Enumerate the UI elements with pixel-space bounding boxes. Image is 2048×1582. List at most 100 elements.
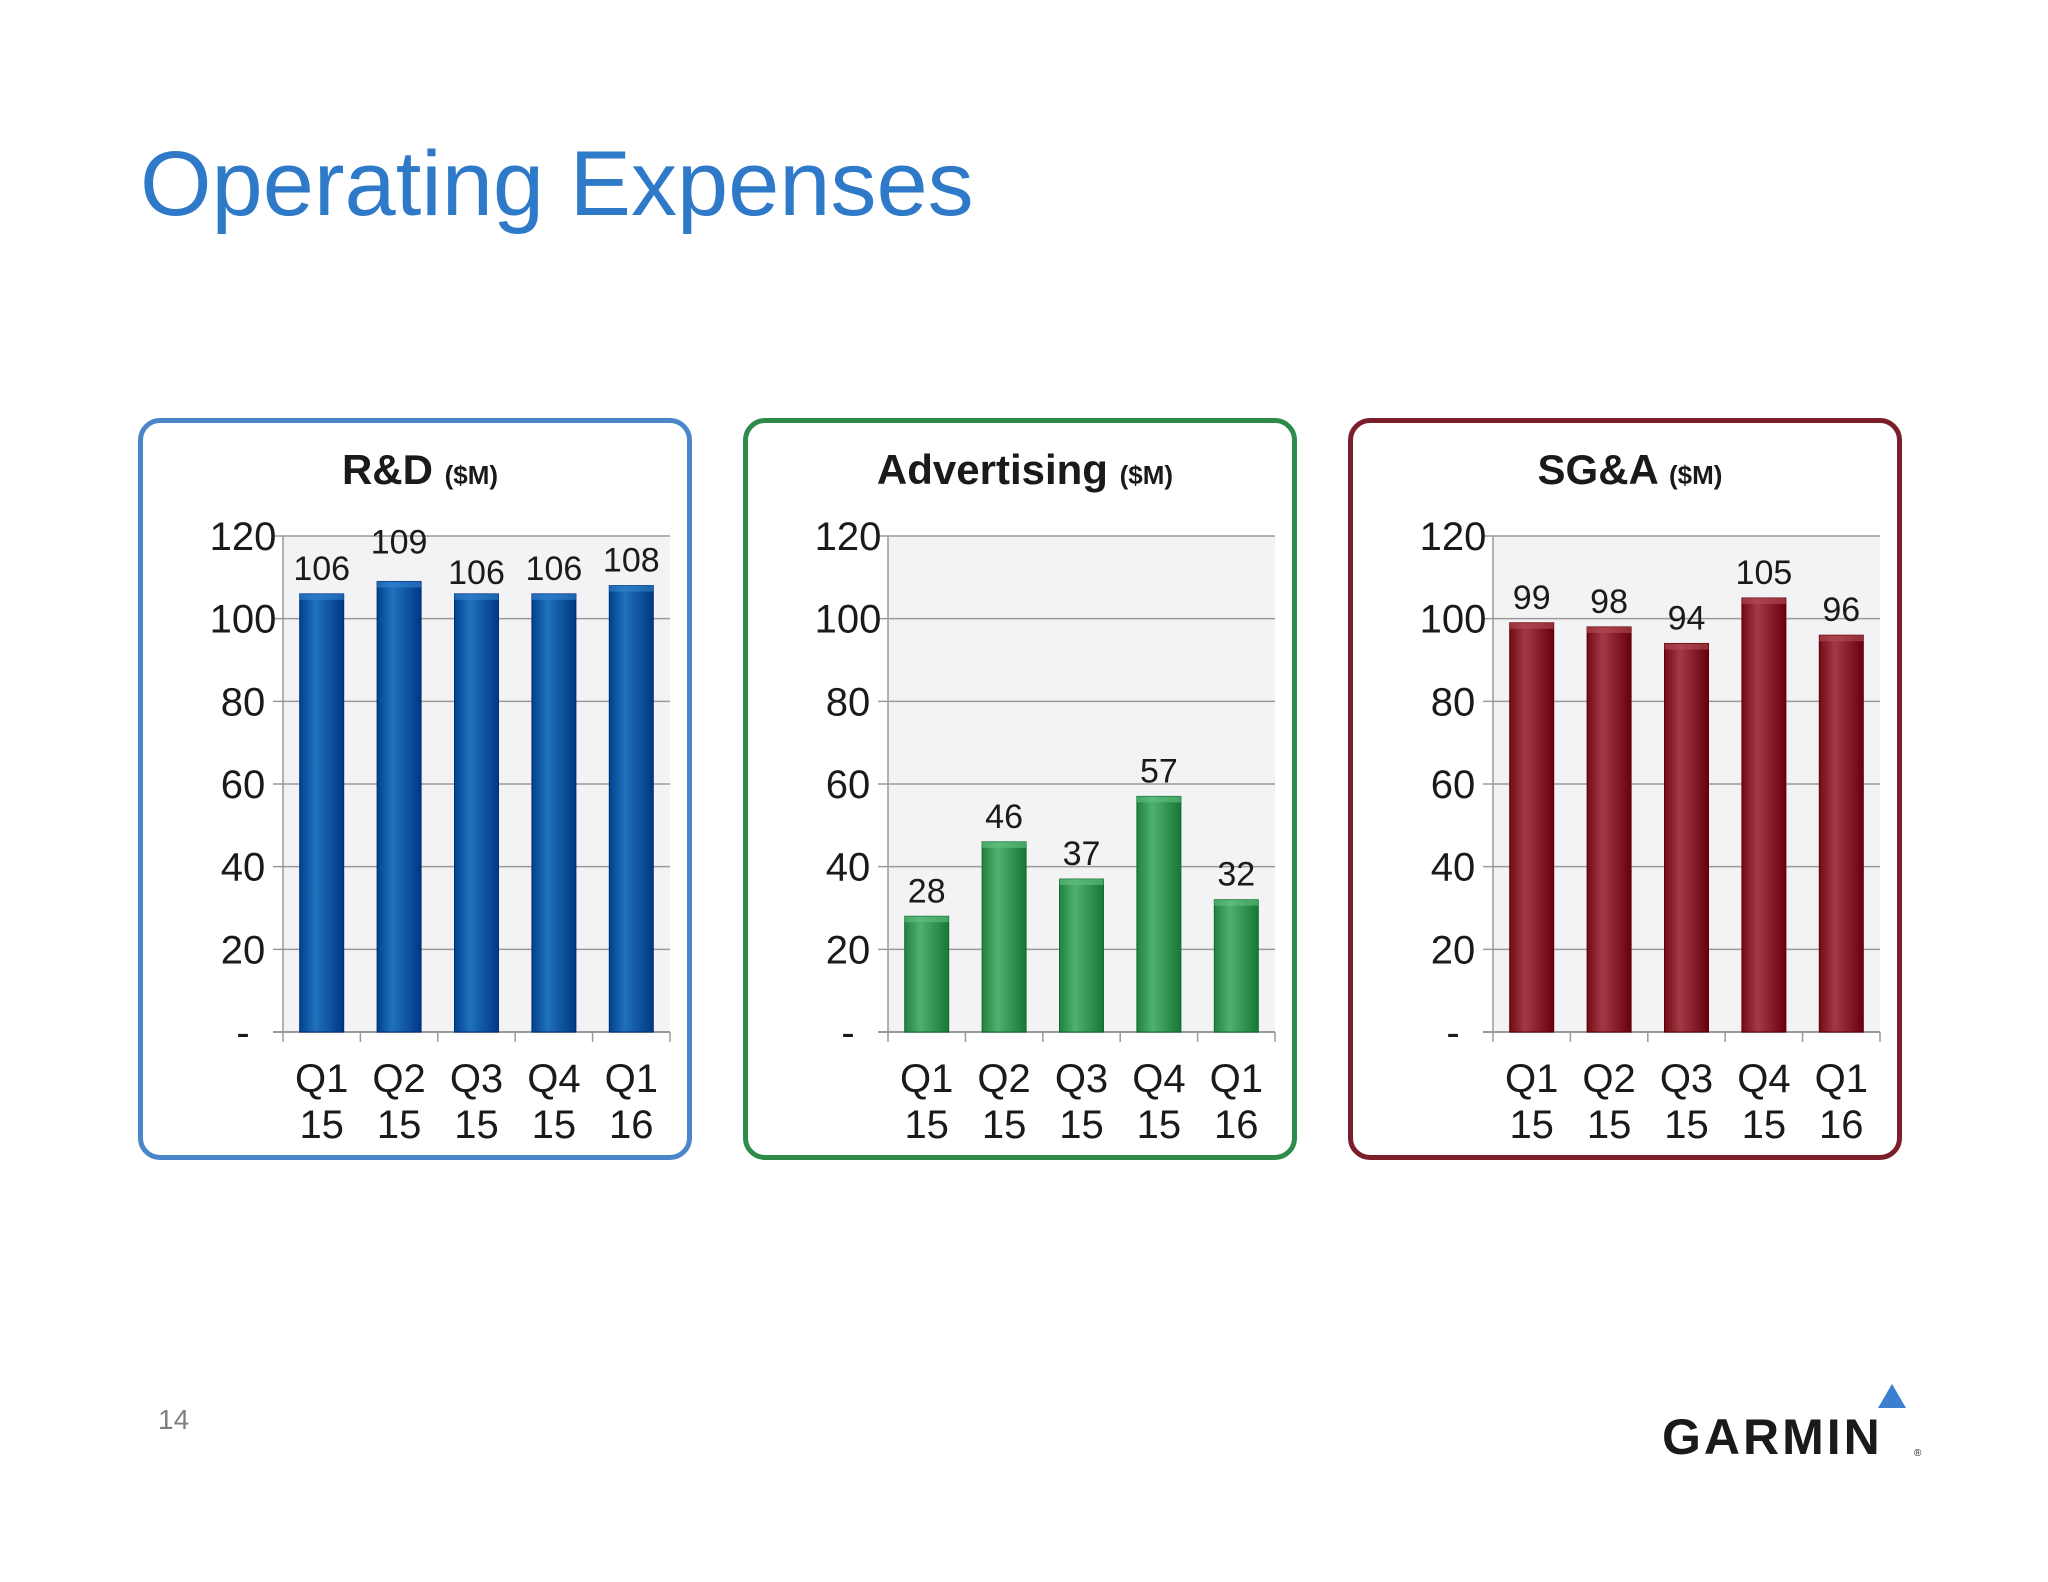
advertising-chart: Advertising ($M)-2040608010012028Q11546Q… (815, 446, 1276, 1147)
rd-x-tick-label: Q1 (295, 1057, 348, 1101)
advertising-x-tick-label: Q4 (1132, 1057, 1185, 1101)
rd-y-tick-label: 20 (221, 928, 266, 972)
logo-text: GARMIN (1662, 1409, 1883, 1465)
rd-chart: R&D ($M)-20406080100120106Q115109Q215106… (210, 446, 671, 1147)
sga-x-tick-label: Q4 (1737, 1057, 1790, 1101)
sga-data-label: 98 (1590, 583, 1628, 621)
sga-bar (1509, 622, 1555, 1033)
advertising-bar-cap (1059, 879, 1104, 886)
rd-data-label: 109 (371, 523, 428, 561)
advertising-bar (904, 915, 950, 1033)
advertising-data-label: 46 (985, 798, 1023, 836)
advertising-chart-panel: Advertising ($M) -20 40 60 80 100 120 28 Q1 15 46 Q… (743, 418, 1297, 1160)
sga-y-tick-label: 120 (1420, 515, 1487, 559)
rd-bar (531, 593, 577, 1033)
sga-data-label: 99 (1513, 579, 1551, 617)
rd-x-tick-label: 16 (609, 1103, 654, 1147)
rd-x-tick-label: Q3 (450, 1057, 503, 1101)
rd-bar-cap (377, 581, 422, 588)
sga-x-tick-label: 15 (1742, 1103, 1787, 1147)
advertising-x-tick-label: 15 (1059, 1103, 1104, 1147)
rd-chart-title: R&D ($M) (342, 446, 498, 493)
advertising-x-tick-label: 16 (1214, 1103, 1259, 1147)
rd-bar (454, 593, 499, 1033)
advertising-bar (981, 841, 1027, 1033)
advertising-x-tick-label: Q1 (900, 1057, 953, 1101)
sga-bar-cap (1587, 626, 1632, 633)
rd-chart-panel: R&D ($M) -20 40 60 80 100 120 106 Q1 15 109 Q2 15 106… (138, 418, 692, 1160)
sga-y-tick-label: 40 (1431, 846, 1476, 890)
advertising-x-tick-label: 15 (1137, 1103, 1182, 1147)
advertising-data-label: 37 (1063, 835, 1101, 873)
sga-x-tick-label: Q3 (1660, 1057, 1713, 1101)
rd-bar-cap (531, 593, 576, 600)
advertising-x-tick-label: 15 (904, 1103, 949, 1147)
sga-data-label: 96 (1822, 591, 1860, 629)
logo-registered-mark: ® (1914, 1448, 1922, 1459)
sga-x-tick-label: 15 (1587, 1103, 1632, 1147)
sga-data-label: 105 (1736, 554, 1793, 592)
advertising-y-tick-label: - (841, 1011, 854, 1055)
advertising-y-tick-label: 40 (826, 846, 871, 890)
sga-bar-cap (1509, 622, 1554, 629)
advertising-y-tick-label: 120 (815, 515, 882, 559)
advertising-data-label: 32 (1217, 856, 1255, 894)
sga-x-tick-label: 15 (1664, 1103, 1709, 1147)
rd-bar-cap (454, 593, 499, 600)
rd-bar (376, 580, 422, 1033)
rd-data-label: 108 (603, 542, 660, 580)
rd-y-tick-label: 40 (221, 846, 266, 890)
sga-x-tick-label: Q2 (1582, 1057, 1635, 1101)
advertising-y-tick-label: 100 (815, 598, 882, 642)
rd-x-tick-label: 15 (454, 1103, 499, 1147)
advertising-y-tick-label: 80 (826, 680, 871, 724)
advertising-bar (1059, 878, 1104, 1033)
sga-chart: SG&A ($M)-2040608010012099Q11598Q21594Q3… (1420, 446, 1881, 1147)
rd-x-tick-label: 15 (532, 1103, 577, 1147)
advertising-y-tick-label: 20 (826, 928, 871, 972)
advertising-x-tick-label: Q3 (1055, 1057, 1108, 1101)
rd-x-tick-label: Q2 (372, 1057, 425, 1101)
sga-x-tick-label: Q1 (1815, 1057, 1868, 1101)
rd-bar-cap (299, 593, 344, 600)
advertising-y-tick-label: 60 (826, 763, 871, 807)
sga-x-tick-label: Q1 (1505, 1057, 1558, 1101)
sga-y-tick-label: - (1446, 1011, 1459, 1055)
advertising-chart-title: Advertising ($M) (877, 446, 1173, 493)
rd-y-tick-label: 80 (221, 680, 266, 724)
sga-data-label: 94 (1668, 599, 1706, 637)
rd-y-tick-label: 120 (210, 515, 277, 559)
rd-x-tick-label: 15 (299, 1103, 344, 1147)
rd-y-tick-label: 100 (210, 598, 277, 642)
rd-bar-cap (609, 585, 654, 592)
rd-bar (608, 585, 654, 1033)
sga-bar-cap (1741, 598, 1786, 604)
advertising-x-tick-label: 15 (982, 1103, 1027, 1147)
sga-chart-panel: SG&A ($M) -20 40 60 80 100 120 99 Q1 15 98 Q2 15 94 Q3… (1348, 418, 1902, 1160)
rd-y-tick-label: - (236, 1011, 249, 1055)
rd-y-tick-label: 60 (221, 763, 266, 807)
sga-bar-cap (1819, 635, 1864, 642)
sga-chart-title: SG&A ($M) (1538, 446, 1723, 493)
sga-bar (1586, 626, 1632, 1033)
advertising-x-tick-label: Q2 (977, 1057, 1030, 1101)
advertising-bar-cap (1214, 899, 1259, 906)
sga-x-tick-label: 15 (1509, 1103, 1554, 1147)
sga-y-tick-label: 60 (1431, 763, 1476, 807)
rd-data-label: 106 (448, 554, 505, 592)
rd-data-label: 106 (526, 550, 583, 588)
rd-x-tick-label: Q4 (527, 1057, 580, 1101)
rd-bar (299, 593, 345, 1033)
rd-data-label: 106 (293, 550, 350, 588)
advertising-bar (1213, 899, 1259, 1033)
advertising-bar-cap (1136, 796, 1181, 803)
advertising-data-label: 57 (1140, 752, 1178, 790)
advertising-bar-cap (982, 841, 1027, 848)
advertising-bar (1136, 795, 1182, 1033)
sga-y-tick-label: 20 (1431, 928, 1476, 972)
page-number: 14 (158, 1404, 190, 1435)
logo-triangle-icon (1878, 1384, 1906, 1408)
rd-x-tick-label: 15 (377, 1103, 422, 1147)
sga-y-tick-label: 80 (1431, 680, 1476, 724)
sga-bar (1741, 597, 1787, 1033)
